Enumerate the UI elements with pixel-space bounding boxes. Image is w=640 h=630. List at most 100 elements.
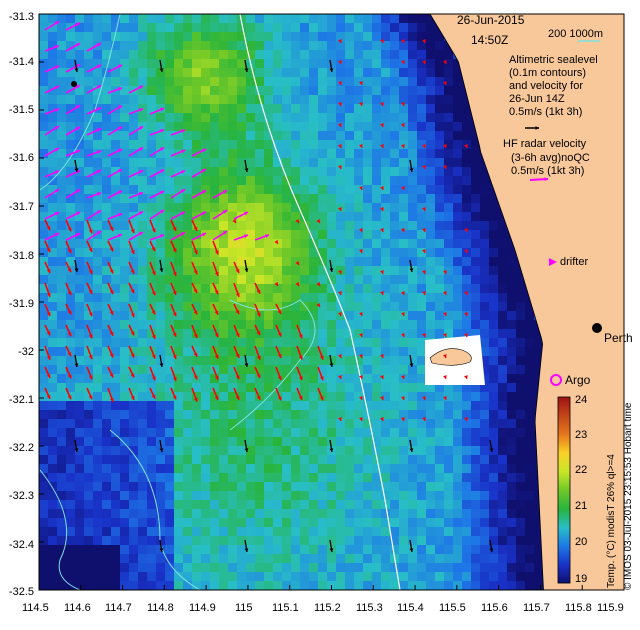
sst-cell [318,563,327,572]
sst-cell [399,284,408,293]
sst-cell [237,527,246,536]
sst-cell [255,50,264,59]
sst-cell [462,392,471,401]
sst-cell [345,419,354,428]
colorbar-strip [558,513,570,515]
sst-cell [138,572,147,581]
x-tick-label: 114.8 [147,602,174,614]
sst-cell [219,365,228,374]
hf-radar-arrow-head [160,234,164,238]
sst-cell [246,68,255,77]
colorbar-strip [558,487,570,489]
sst-cell [75,320,84,329]
sst-cell [345,14,354,23]
sst-cell [345,356,354,365]
sst-cell [183,104,192,113]
sst-cell [183,365,192,374]
sst-cell [273,284,282,293]
sst-cell [219,194,228,203]
sst-cell [399,401,408,410]
sst-cell [219,410,228,419]
sst-cell [417,32,426,41]
sst-cell [93,473,102,482]
sst-cell [471,581,480,590]
sst-cell [111,401,120,410]
sst-cell [111,500,120,509]
altimetric-arrow-head [109,227,114,232]
sst-cell [309,104,318,113]
sst-cell [444,329,453,338]
sst-cell [318,284,327,293]
sst-cell [48,581,57,590]
altimetric-arrow-head [46,374,51,379]
sst-cell [120,95,129,104]
altimetric-arrow-head [359,228,363,232]
sst-cell [93,536,102,545]
sst-cell [363,59,372,68]
altimetric-arrow-head [193,352,198,357]
colorbar-strip [558,481,570,483]
sst-cell [372,113,381,122]
sst-cell [300,554,309,563]
sst-cell [282,77,291,86]
sst-cell [507,473,516,482]
sst-cell [120,149,129,158]
sst-cell [138,320,147,329]
sst-cell [264,293,273,302]
sst-cell [453,491,462,500]
colorbar-strip [558,528,570,530]
sst-cell [372,383,381,392]
sst-cell [246,455,255,464]
sst-cell [84,437,93,446]
sst-cell [192,500,201,509]
sst-cell [210,446,219,455]
sst-cell [435,104,444,113]
sst-cell [372,518,381,527]
sst-cell [381,482,390,491]
sst-cell [363,311,372,320]
colorbar-strip [558,428,570,430]
sst-cell [48,563,57,572]
sst-cell [453,266,462,275]
sst-cell [228,401,237,410]
sst-cell [345,77,354,86]
sst-cell [498,239,507,248]
sst-cell [300,131,309,140]
sst-cell [354,230,363,239]
altimetric-arrow-head [338,375,342,379]
sst-cell [327,68,336,77]
colorbar-strip [558,500,570,502]
sst-cell [309,212,318,221]
sst-cell [309,284,318,293]
sst-cell [165,221,174,230]
sst-cell [282,329,291,338]
legend-line: (3-6h avg)noQC [511,152,590,164]
sst-cell [201,122,210,131]
sst-cell [453,302,462,311]
sst-cell [426,239,435,248]
x-tick-label: 114.5 [22,602,49,614]
sst-cell [453,221,462,230]
sst-cell [381,473,390,482]
hf-radar-arrow-head [55,45,59,49]
sst-cell [354,455,363,464]
sst-cell [471,419,480,428]
sst-cell [417,410,426,419]
sst-cell [228,239,237,248]
sst-cell [345,581,354,590]
sst-cell [462,455,471,464]
sst-cell [453,482,462,491]
sst-cell [129,572,138,581]
sst-cell [66,437,75,446]
sst-cell [237,185,246,194]
sst-cell [390,23,399,32]
sst-cell [336,68,345,77]
sst-cell [498,428,507,437]
sst-cell [345,338,354,347]
sst-cell [291,392,300,401]
sst-cell [309,581,318,590]
sst-cell [381,545,390,554]
sst-cell [120,122,129,131]
colorbar-strip [558,469,570,471]
sst-cell [102,320,111,329]
